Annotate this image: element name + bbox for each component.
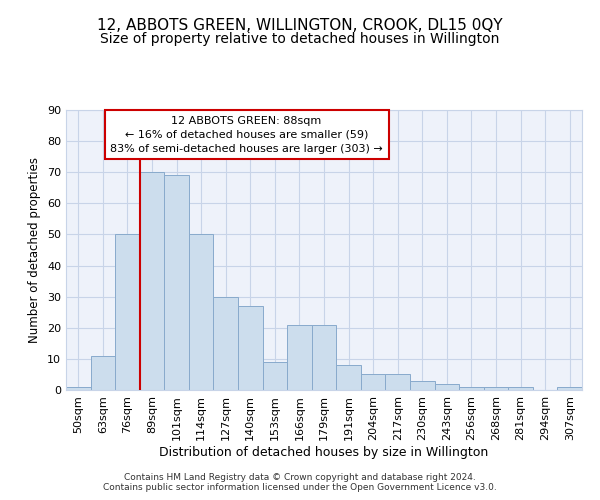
Y-axis label: Number of detached properties: Number of detached properties — [28, 157, 41, 343]
Bar — [115, 234, 140, 390]
Bar — [287, 324, 312, 390]
Bar — [164, 176, 189, 390]
Bar — [484, 387, 508, 390]
Text: 12 ABBOTS GREEN: 88sqm
← 16% of detached houses are smaller (59)
83% of semi-det: 12 ABBOTS GREEN: 88sqm ← 16% of detached… — [110, 116, 383, 154]
Bar — [434, 384, 459, 390]
Text: 12, ABBOTS GREEN, WILLINGTON, CROOK, DL15 0QY: 12, ABBOTS GREEN, WILLINGTON, CROOK, DL1… — [97, 18, 503, 32]
Bar — [459, 387, 484, 390]
Bar — [557, 387, 582, 390]
Bar — [312, 324, 336, 390]
Bar — [361, 374, 385, 390]
Bar — [336, 365, 361, 390]
Text: Size of property relative to detached houses in Willington: Size of property relative to detached ho… — [100, 32, 500, 46]
Bar — [91, 356, 115, 390]
Bar — [66, 387, 91, 390]
Bar — [508, 387, 533, 390]
Bar — [238, 306, 263, 390]
X-axis label: Distribution of detached houses by size in Willington: Distribution of detached houses by size … — [160, 446, 488, 458]
Bar — [189, 234, 214, 390]
Text: Contains HM Land Registry data © Crown copyright and database right 2024.
Contai: Contains HM Land Registry data © Crown c… — [103, 473, 497, 492]
Bar — [140, 172, 164, 390]
Bar — [385, 374, 410, 390]
Bar — [410, 380, 434, 390]
Bar — [263, 362, 287, 390]
Bar — [214, 296, 238, 390]
